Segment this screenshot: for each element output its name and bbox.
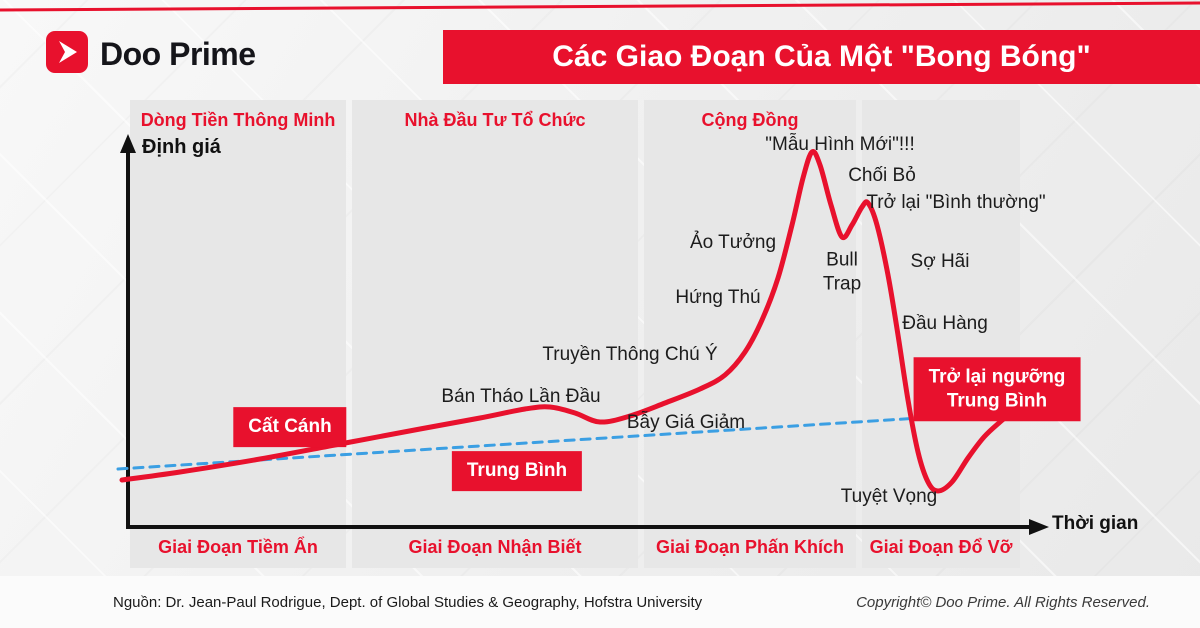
top-accent-line <box>0 1 1200 12</box>
fear-label: Sợ Hãi <box>910 251 970 273</box>
y-axis-label: Định giá <box>142 136 221 158</box>
denial-label: Chối Bỏ <box>848 165 916 187</box>
delusion-label: Ảo Tưởng <box>689 232 777 254</box>
page-title: Các Giao Đoạn Của Một "Bong Bóng" <box>552 40 1091 73</box>
source-credit: Nguồn: Dr. Jean-Paul Rodrigue, Dept. of … <box>113 593 703 611</box>
doo-prime-logo-text: Doo Prime <box>100 36 256 72</box>
doo-prime-logo: Doo Prime <box>46 31 256 78</box>
return-to-normal-label: Trở lại "Bình thường" <box>866 192 1046 214</box>
bear-trap-label: Bẫy Giá Giảm <box>626 412 746 434</box>
mean-badge: Trung Bình <box>451 451 583 491</box>
return-to-mean-badge: Trở lại ngưỡng Trung Bình <box>913 357 1081 421</box>
capitulation-label: Đầu Hàng <box>902 313 988 335</box>
new-paradigm-label: "Mẫu Hình Mới"!!! <box>765 134 915 156</box>
take-off-badge: Cất Cánh <box>233 407 347 447</box>
footer: Nguồn: Dr. Jean-Paul Rodrigue, Dept. of … <box>0 576 1200 628</box>
x-axis-label: Thời gian <box>1052 513 1139 534</box>
enthusiasm-label: Hứng Thú <box>675 287 761 309</box>
first-sell-off-label: Bán Tháo Lần Đầu <box>441 386 601 408</box>
media-attention-label: Truyền Thông Chú Ý <box>542 344 718 366</box>
doo-prime-logo-icon <box>46 31 88 78</box>
title-banner: Các Giao Đoạn Của Một "Bong Bóng" <box>443 30 1200 84</box>
copyright-text: Copyright© Doo Prime. All Rights Reserve… <box>856 593 1150 611</box>
despair-label: Tuyệt Vọng <box>840 486 938 508</box>
bull-trap-label: Bull Trap <box>822 249 862 294</box>
